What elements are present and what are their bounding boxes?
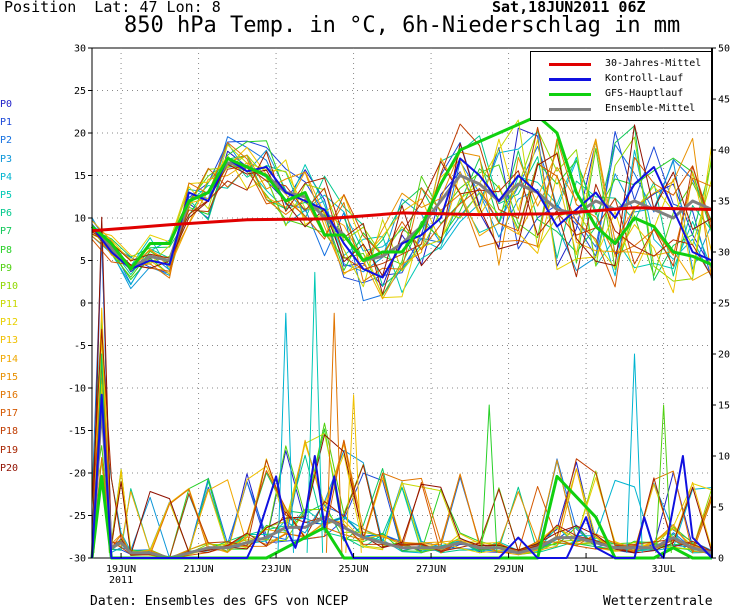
legend-swatch (549, 108, 591, 111)
right-tick-label: 10 (718, 452, 730, 463)
legend-swatch (549, 63, 591, 66)
member-precip-line (91, 457, 713, 559)
legend-item: GFS-Hauptlauf (531, 87, 711, 101)
right-tick-label: 20 (718, 350, 730, 361)
left-tick-label: 10 (74, 214, 86, 225)
member-label: P9 (0, 262, 13, 274)
left-tick-label: -5 (74, 341, 86, 352)
member-label: P8 (0, 244, 13, 256)
member-label: P0 (0, 99, 13, 110)
right-tick-label: 5 (718, 503, 724, 514)
member-label: P14 (0, 353, 19, 365)
chart-title: 850 hPa Temp. in °C, 6h-Niederschlag in … (124, 13, 681, 38)
x-tick-label: 21JUN (184, 564, 214, 575)
brand-label: Wetterzentrale (603, 594, 713, 609)
left-tick-label: 25 (74, 86, 86, 97)
right-tick-label: 15 (718, 401, 730, 412)
right-tick-label: 25 (718, 299, 730, 310)
member-label: P2 (0, 135, 13, 147)
member-label: P18 (0, 426, 19, 438)
left-tick-label: -20 (68, 469, 86, 480)
right-tick-label: 45 (718, 95, 730, 106)
run-date-label: Sat,18JUN2011 06Z (492, 0, 646, 16)
member-label: P20 (0, 462, 19, 474)
legend-label: Ensemble-Mittel (605, 103, 696, 114)
member-label: P4 (0, 171, 13, 183)
member-temp-line (91, 131, 713, 286)
member-label: P10 (0, 280, 19, 292)
member-temp-line (91, 124, 713, 277)
left-tick-label: 5 (80, 256, 86, 267)
position-label: Position Lat: 47 Lon: 8 (4, 0, 221, 16)
member-label: P16 (0, 390, 19, 401)
member-precip-line (91, 216, 713, 559)
precip-peak (277, 312, 294, 553)
legend-label: GFS-Hauptlauf (605, 88, 684, 99)
x-tick-sublabel: 2011 (109, 575, 133, 586)
left-tick-label: -25 (68, 511, 86, 522)
precip-peak (655, 404, 672, 553)
left-tick-label: -15 (68, 426, 86, 437)
precip-peak (345, 394, 362, 553)
right-tick-label: 30 (718, 248, 730, 259)
axes: 302520151050-5-10-15-20-25-3050454035302… (68, 44, 730, 587)
right-tick-label: 40 (718, 146, 730, 157)
member-label: P6 (0, 208, 13, 220)
grid (92, 48, 712, 558)
legend-swatch (549, 93, 591, 96)
member-temp-line (91, 157, 713, 288)
member-temp-line (91, 119, 713, 288)
precip-peak (480, 404, 498, 553)
x-tick-label: 23JUN (261, 564, 291, 575)
legend-item: 30-Jahres-Mittel (531, 57, 711, 71)
legend-label: 30-Jahres-Mittel (605, 58, 702, 69)
left-tick-label: 30 (74, 44, 86, 55)
member-temp-line (91, 151, 713, 295)
member-label: P15 (0, 371, 19, 383)
x-tick-label: 25JUN (339, 564, 369, 575)
precip-peak (325, 312, 343, 553)
right-tick-label: 50 (718, 44, 730, 55)
member-list: P0 P1 P2 P3 P4 P5 P6 P7 P8 P9 P10 P11 P12 P13 P14 P15 P1… (0, 96, 32, 478)
x-tick-label: 3JUL (652, 564, 676, 575)
right-tick-label: 0 (718, 554, 724, 565)
member-temp-line (91, 125, 713, 281)
left-tick-label: 15 (74, 171, 86, 182)
member-precip-line (91, 307, 713, 559)
main-run-temp (91, 114, 713, 271)
member-label: P12 (0, 317, 19, 329)
legend-label: Kontroll-Lauf (605, 73, 684, 84)
precip-peak (626, 353, 643, 553)
x-tick-label: 29JUN (494, 564, 524, 575)
right-tick-label: 35 (718, 197, 730, 208)
member-label: P19 (0, 444, 19, 456)
left-tick-label: -30 (68, 554, 86, 565)
member-temp-line (91, 138, 713, 282)
member-label: P13 (0, 335, 19, 347)
member-temp-line (91, 138, 713, 299)
x-tick-label: 27JUN (416, 564, 446, 575)
left-tick-label: -10 (68, 384, 86, 395)
member-label: P1 (0, 117, 13, 129)
member-label: P7 (0, 226, 13, 238)
legend-swatch (549, 78, 591, 81)
legend-item: Kontroll-Lauf (531, 72, 711, 86)
precip-peak (306, 271, 324, 553)
member-temp-line (91, 151, 713, 300)
left-tick-label: 20 (74, 129, 86, 140)
x-tick-label: 1JUL (574, 564, 598, 575)
ensemble-mean-precip (90, 403, 713, 560)
main-series (90, 114, 713, 560)
data-source-label: Daten: Ensembles des GFS von NCEP (90, 594, 349, 609)
member-label: P17 (0, 408, 19, 420)
x-tick-label: 19JUN (106, 564, 136, 575)
member-label: P5 (0, 189, 13, 201)
legend: 30-Jahres-Mittel Kontroll-Lauf GFS-Hauptla… (530, 51, 712, 121)
left-tick-label: 0 (80, 299, 86, 310)
member-label: P3 (0, 153, 13, 165)
member-label: P11 (0, 299, 19, 311)
climate-mean-temp (91, 206, 713, 233)
legend-item: Ensemble-Mittel (531, 102, 711, 116)
